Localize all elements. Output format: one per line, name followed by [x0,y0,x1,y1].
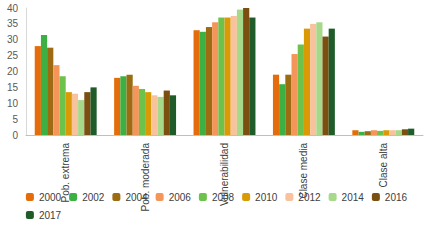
svg-text:0: 0 [12,130,18,141]
svg-text:2006: 2006 [169,192,192,203]
svg-text:2004: 2004 [125,192,148,203]
svg-text:Vulnerabilidad: Vulnerabilidad [219,143,230,206]
svg-text:2002: 2002 [82,192,105,203]
svg-text:10: 10 [7,98,19,109]
svg-text:2010: 2010 [255,192,278,203]
svg-text:2012: 2012 [298,192,321,203]
svg-text:Pob. extrema: Pob. extrema [60,143,71,203]
svg-text:15: 15 [7,82,19,93]
svg-text:2016: 2016 [385,192,408,203]
svg-text:Clase alta: Clase alta [378,143,389,188]
svg-text:2017: 2017 [39,210,62,221]
svg-text:35: 35 [7,18,19,29]
svg-text:40: 40 [7,3,19,14]
svg-text:Clase media: Clase media [298,143,309,199]
svg-text:2014: 2014 [342,192,365,203]
svg-text:25: 25 [7,50,19,61]
svg-text:5: 5 [12,114,18,125]
svg-text:20: 20 [7,66,19,77]
svg-text:2000: 2000 [39,192,62,203]
svg-text:2008: 2008 [212,192,235,203]
svg-text:30: 30 [7,34,19,45]
svg-text:Pob. moderada: Pob. moderada [139,143,151,212]
